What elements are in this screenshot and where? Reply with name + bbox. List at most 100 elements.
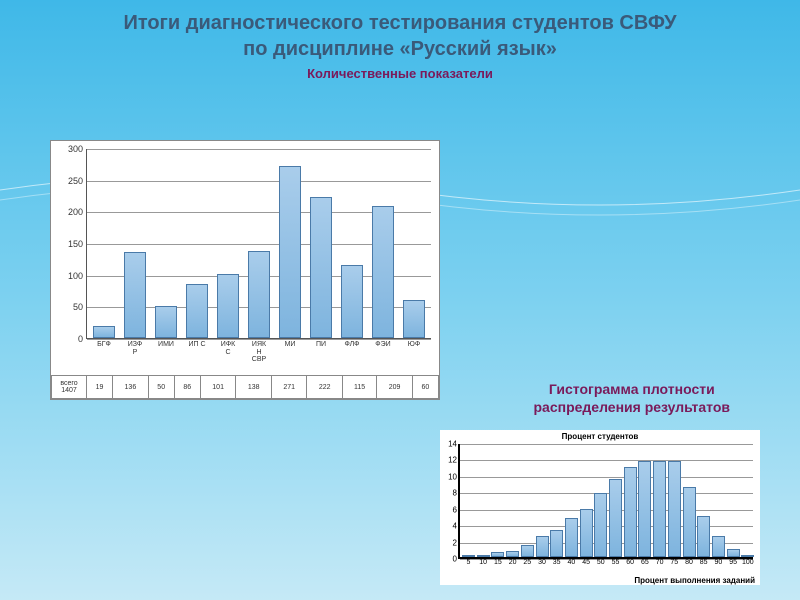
chart2-bar	[521, 545, 534, 557]
chart1-bar	[403, 300, 425, 338]
chart1-container: 050100150200250300БГФИЗФРИМИИП СИФКСИЯКН…	[50, 140, 440, 400]
chart1-value-cell: 222	[307, 376, 343, 399]
chart1-total-cell: всего 1407	[52, 376, 87, 399]
chart2-xtick-label: 10	[479, 559, 487, 566]
chart1-subtitle: Количественные показатели	[0, 66, 800, 81]
chart2-gridline	[460, 444, 753, 445]
chart2-ytick-label: 10	[448, 472, 457, 481]
chart2-bar	[594, 493, 607, 557]
chart1-bar	[186, 284, 208, 338]
chart1-ytick-label: 50	[73, 302, 83, 312]
chart2-bar	[565, 518, 578, 557]
chart2-xtick-label: 40	[567, 559, 575, 566]
chart2-bar	[683, 487, 696, 557]
chart1-xtick-label: ЮФ	[401, 341, 427, 349]
chart2-subtitle: Гистограмма плотностираспределения резул…	[534, 380, 731, 416]
chart2-xtick-label: 5	[467, 559, 471, 566]
chart1-ytick-label: 0	[78, 334, 83, 344]
chart2-xtick-label: 25	[523, 559, 531, 566]
chart2-container: Процент студентов 0246810121451015202530…	[440, 430, 760, 585]
chart1-xtick-label: ПИ	[308, 341, 334, 349]
chart1-bar	[124, 252, 146, 338]
chart1-bar	[248, 251, 270, 338]
chart2-ytick-label: 12	[448, 456, 457, 465]
chart2-xtick-label: 20	[509, 559, 517, 566]
chart2-ytick-label: 2	[453, 538, 457, 547]
chart2-xtick-label: 30	[538, 559, 546, 566]
chart2-bar	[506, 551, 519, 557]
chart2-bar	[491, 552, 504, 557]
chart2-ytick-label: 8	[453, 489, 457, 498]
chart1-xtick-label: ИЗФР	[122, 341, 148, 356]
chart1-bar	[155, 306, 177, 338]
chart1-bar	[372, 206, 394, 338]
chart2-xtick-label: 50	[597, 559, 605, 566]
chart2-gridline	[460, 559, 753, 560]
chart2-bar	[697, 516, 710, 557]
chart1-gridline	[87, 181, 431, 182]
chart2-xtick-label: 75	[670, 559, 678, 566]
chart1-value-cell: 136	[113, 376, 149, 399]
chart1-gridline	[87, 339, 431, 340]
chart2-xtick-label: 80	[685, 559, 693, 566]
chart2-bar	[624, 467, 637, 557]
chart2-bar	[653, 461, 666, 557]
chart1-xtick-label: ИП С	[184, 341, 210, 349]
chart2-xtick-label: 90	[714, 559, 722, 566]
chart1-xtick-label: ФЭИ	[370, 341, 396, 349]
chart1-value-cell: 138	[236, 376, 272, 399]
chart2-bar	[462, 555, 475, 557]
chart2-ytick-label: 14	[448, 440, 457, 449]
chart2-ytick-label: 6	[453, 505, 457, 514]
chart2-bar	[609, 479, 622, 557]
chart1-ytick-label: 250	[68, 176, 83, 186]
chart2-xtick-label: 95	[729, 559, 737, 566]
chart2-bar	[712, 536, 725, 557]
chart1-xtick-label: ИФКС	[215, 341, 241, 356]
chart2-ytick-label: 4	[453, 522, 457, 531]
chart2-bar	[741, 555, 754, 557]
chart1-value-cell: 19	[87, 376, 113, 399]
chart2-bar	[536, 536, 549, 557]
chart2-ytick-label: 0	[453, 555, 457, 564]
chart2-bar	[477, 555, 490, 557]
chart2-bar	[638, 461, 651, 557]
chart2-xtick-label: 70	[656, 559, 664, 566]
chart2-xtick-label: 65	[641, 559, 649, 566]
chart2-bar	[727, 549, 740, 557]
chart1-xtick-label: МИ	[277, 341, 303, 349]
chart2-bar	[550, 530, 563, 557]
chart1-data-table: всего 140719136508610113827122211520960	[51, 375, 439, 399]
chart2-xtick-label: 85	[700, 559, 708, 566]
chart1-xtick-label: БГФ	[91, 341, 117, 349]
slide-title: Итоги диагностического тестирования студ…	[0, 0, 800, 62]
chart1-xtick-label: ФЛФ	[339, 341, 365, 349]
chart2-xtick-label: 15	[494, 559, 502, 566]
chart1-ytick-label: 200	[68, 207, 83, 217]
chart1-plot: 050100150200250300БГФИЗФРИМИИП СИФКСИЯКН…	[86, 149, 431, 339]
chart1-gridline	[87, 149, 431, 150]
chart1-xtick-label: ИМИ	[153, 341, 179, 349]
chart2-bar	[580, 509, 593, 557]
chart2-xtick-label: 60	[626, 559, 634, 566]
chart1-value-cell: 60	[412, 376, 438, 399]
chart1-bar	[217, 274, 239, 338]
chart1-value-cell: 209	[377, 376, 413, 399]
chart2-xtick-label: 45	[582, 559, 590, 566]
chart2-xtick-label: 55	[612, 559, 620, 566]
chart2-x-title: Процент выполнения заданий	[634, 576, 755, 585]
chart2-plot: 0246810121451015202530354045505560657075…	[458, 444, 753, 559]
chart2-gridline	[460, 460, 753, 461]
chart2-bar	[668, 461, 681, 557]
chart1-value-cell: 115	[342, 376, 376, 399]
chart2-gridline	[460, 477, 753, 478]
chart1-bar	[279, 166, 301, 338]
chart1-value-cell: 101	[200, 376, 236, 399]
chart1-ytick-label: 100	[68, 271, 83, 281]
chart1-ytick-label: 300	[68, 144, 83, 154]
chart1-ytick-label: 150	[68, 239, 83, 249]
chart1-value-cell: 86	[174, 376, 200, 399]
chart1-bar	[341, 265, 363, 338]
chart2-y-title: Процент студентов	[440, 430, 760, 441]
chart2-xtick-label: 100	[742, 559, 754, 566]
